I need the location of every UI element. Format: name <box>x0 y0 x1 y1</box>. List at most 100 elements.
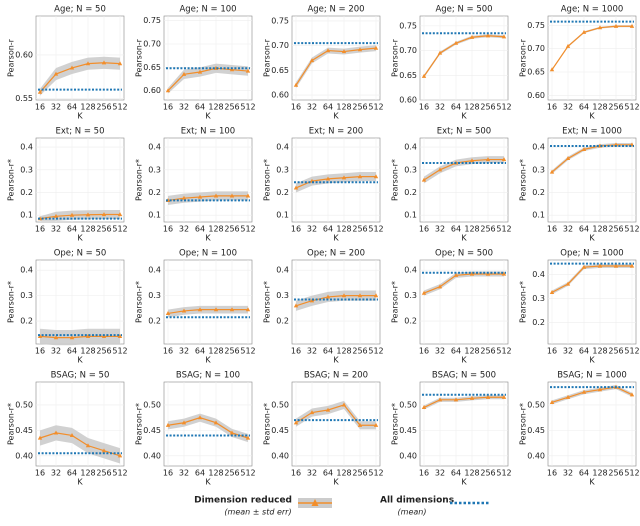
legend-label: Dimension reduced <box>194 496 292 506</box>
data-point <box>181 195 187 200</box>
panel: 0.2 0.3 0.4 16 32 64 128 256 512 K Pearson-r* Ope; … <box>7 249 128 365</box>
series-line <box>423 273 504 294</box>
series-line <box>551 25 632 71</box>
data-point <box>597 387 603 392</box>
panel: 0.2 0.3 0.4 16 32 64 128 256 512 K Pearson-r* Ope; … <box>391 249 512 365</box>
data-point <box>117 61 123 66</box>
x-tick-label: 32 <box>435 225 445 234</box>
x-axis-label: K <box>77 356 83 365</box>
x-tick-label: 32 <box>307 347 317 356</box>
y-tick-label: 0.2 <box>276 317 289 326</box>
panel-title: BSAG; N = 500 <box>432 371 496 381</box>
data-point <box>293 82 299 87</box>
x-tick-label: 512 <box>112 103 127 112</box>
y-tick-label: 0.4 <box>404 266 417 275</box>
y-tick-label: 0.75 <box>143 16 161 25</box>
legend: Dimension reduced (mean ± std err) All d… <box>194 496 490 517</box>
series-line <box>423 396 504 408</box>
x-tick-label: 16 <box>291 103 301 112</box>
series-line <box>551 265 632 293</box>
y-tick-label: 0.4 <box>148 266 161 275</box>
x-tick-label: 512 <box>240 225 255 234</box>
data-point <box>437 167 443 172</box>
y-tick-label: 0.3 <box>20 165 33 174</box>
data-point <box>565 43 571 48</box>
x-tick-label: 256 <box>608 347 623 356</box>
x-axis-label: K <box>461 356 467 365</box>
data-point <box>181 308 187 313</box>
x-tick-label: 256 <box>224 103 239 112</box>
x-tick-label: 128 <box>80 103 95 112</box>
x-tick-label: 32 <box>563 347 573 356</box>
y-tick-label: 0.2 <box>148 317 161 326</box>
y-axis-label: Pearson-r* <box>263 159 272 201</box>
x-tick-label: 64 <box>323 469 333 478</box>
y-tick-label: 0.4 <box>276 143 289 152</box>
panel: 0.40 0.45 0.50 16 32 64 128 256 512 K Pearson-r* BS… <box>263 371 384 487</box>
y-tick-label: 0.55 <box>15 94 33 103</box>
x-tick-label: 256 <box>352 103 367 112</box>
data-point <box>485 33 491 38</box>
panel: 0.60 0.65 0.70 0.75 16 32 64 128 256 512 K Pearson-… <box>263 5 384 121</box>
x-tick-label: 32 <box>307 469 317 478</box>
x-tick-label: 512 <box>496 347 511 356</box>
x-axis-label: K <box>333 356 339 365</box>
data-point <box>213 420 219 425</box>
data-point <box>501 271 507 276</box>
y-tick-label: 0.4 <box>532 270 545 279</box>
x-tick-label: 32 <box>51 347 61 356</box>
y-axis-label: Pearson-r <box>519 38 528 77</box>
x-tick-label: 16 <box>35 225 45 234</box>
data-point <box>181 71 187 76</box>
y-axis-label: Pearson-r* <box>7 159 16 201</box>
y-axis-label: Pearson-r* <box>519 281 528 323</box>
x-axis-label: K <box>205 112 211 121</box>
series-line <box>167 309 248 315</box>
legend-note: (mean ± std err) <box>224 508 291 517</box>
y-tick-label: 0.4 <box>404 143 417 152</box>
data-point <box>69 433 75 438</box>
panel-title: Ope; N = 200 <box>307 249 365 259</box>
y-tick-label: 0.70 <box>271 41 289 50</box>
y-tick-label: 0.3 <box>404 165 417 174</box>
x-axis-label: K <box>461 478 467 487</box>
x-tick-label: 16 <box>419 103 429 112</box>
x-tick-label: 64 <box>67 103 77 112</box>
data-point <box>293 185 299 190</box>
x-tick-label: 32 <box>307 103 317 112</box>
panel-title: Ext; N = 500 <box>437 127 491 137</box>
y-tick-label: 0.75 <box>399 21 417 30</box>
x-axis-label: K <box>205 234 211 243</box>
data-point <box>229 193 235 198</box>
x-axis-label: K <box>333 112 339 121</box>
data-point <box>453 40 459 45</box>
data-point <box>309 410 315 415</box>
y-tick-label: 0.40 <box>143 451 161 460</box>
panel: 0.2 0.3 0.4 16 32 64 128 256 512 K Pearson-r* Ope; … <box>263 249 384 365</box>
y-axis-label: Pearson-r* <box>7 403 16 445</box>
x-tick-label: 512 <box>112 225 127 234</box>
x-tick-label: 64 <box>195 103 205 112</box>
y-tick-label: 0.4 <box>532 143 545 152</box>
data-point <box>437 284 443 289</box>
panel: 0.1 0.2 0.3 0.4 16 32 64 128 256 512 K Pearson-r* Ex… <box>519 127 640 243</box>
data-point <box>165 88 171 93</box>
data-point <box>613 23 619 28</box>
x-tick-label: 256 <box>96 347 111 356</box>
data-point <box>421 405 427 410</box>
x-axis-label: K <box>333 234 339 243</box>
plot-area <box>419 15 509 101</box>
x-tick-label: 128 <box>208 347 223 356</box>
data-point <box>101 60 107 65</box>
y-tick-label: 0.65 <box>399 71 417 80</box>
y-axis-label: Pearson-r <box>7 38 16 77</box>
x-axis-label: K <box>461 234 467 243</box>
data-point <box>549 290 555 294</box>
series-line <box>295 47 377 86</box>
data-point <box>85 212 91 217</box>
x-axis-label: K <box>589 356 595 365</box>
data-point <box>229 430 235 435</box>
x-tick-label: 16 <box>163 225 173 234</box>
x-tick-label: 32 <box>563 225 573 234</box>
x-tick-label: 64 <box>67 469 77 478</box>
